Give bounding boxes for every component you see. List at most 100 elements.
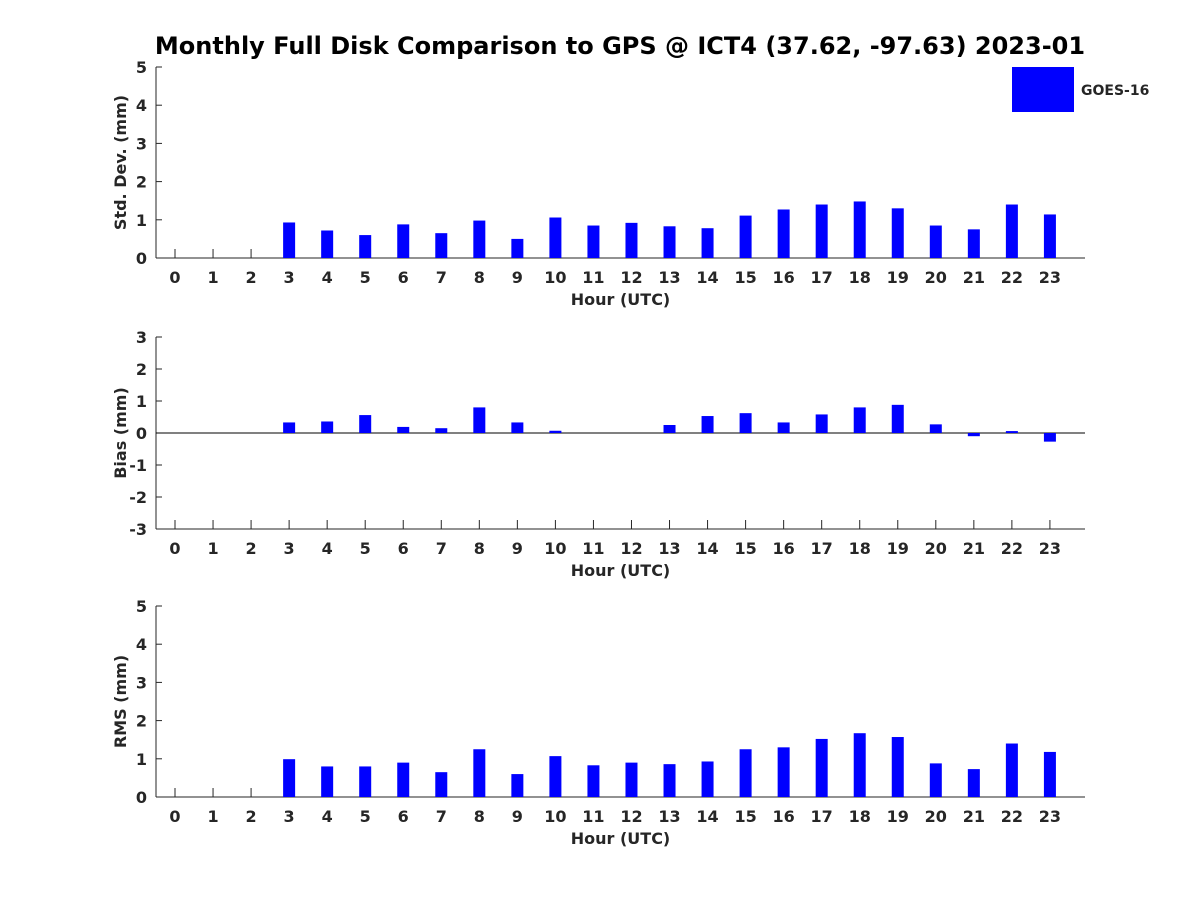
x-tick-label: 14 <box>696 268 718 287</box>
bar-hour-23 <box>1043 433 1056 442</box>
y-tick-label: 2 <box>136 712 147 731</box>
y-tick-label: 1 <box>136 392 147 411</box>
y-tick-label: 2 <box>136 360 147 379</box>
bar-hour-19 <box>891 404 904 433</box>
x-tick-label: 11 <box>582 807 604 826</box>
bar-hour-21 <box>967 769 980 797</box>
x-tick-label: 12 <box>620 807 642 826</box>
y-tick-label: 3 <box>136 673 147 692</box>
x-tick-label: 10 <box>544 268 566 287</box>
x-tick-label: 12 <box>620 268 642 287</box>
bar-hour-9 <box>511 238 524 258</box>
x-tick-label: 5 <box>360 539 371 558</box>
x-tick-label: 13 <box>658 807 680 826</box>
bar-hour-16 <box>777 422 790 433</box>
bar-hour-6 <box>397 762 410 797</box>
y-axis-label: Std. Dev. (mm) <box>111 95 130 230</box>
bar-hour-3 <box>283 422 296 433</box>
x-tick-label: 4 <box>322 268 333 287</box>
x-axis-label: Hour (UTC) <box>571 561 671 580</box>
y-tick-label: 0 <box>136 424 147 443</box>
bar-hour-23 <box>1043 751 1056 797</box>
x-axis-label: Hour (UTC) <box>571 829 671 848</box>
x-tick-label: 7 <box>436 268 447 287</box>
x-tick-label: 15 <box>734 268 756 287</box>
y-tick-label: -1 <box>129 456 147 475</box>
x-tick-label: 14 <box>696 539 718 558</box>
bar-hour-20 <box>929 763 942 797</box>
y-tick-label: 3 <box>136 134 147 153</box>
x-tick-label: 5 <box>360 268 371 287</box>
y-tick-label: 4 <box>136 635 147 654</box>
x-tick-label: 15 <box>734 807 756 826</box>
bar-hour-7 <box>435 428 448 433</box>
bar-hour-21 <box>967 433 980 437</box>
x-tick-label: 9 <box>512 807 523 826</box>
legend: GOES-16 <box>1012 67 1149 112</box>
x-tick-label: 22 <box>1001 807 1023 826</box>
bar-hour-10 <box>549 217 562 258</box>
x-tick-label: 4 <box>322 807 333 826</box>
x-tick-label: 20 <box>925 807 947 826</box>
y-tick-label: 5 <box>136 597 147 616</box>
bar-hour-5 <box>359 415 372 433</box>
bar-hour-10 <box>549 430 562 433</box>
x-tick-label: 9 <box>512 268 523 287</box>
x-tick-label: 8 <box>474 268 485 287</box>
x-tick-label: 3 <box>284 539 295 558</box>
bar-hour-6 <box>397 224 410 258</box>
bar-hour-23 <box>1043 214 1056 258</box>
x-tick-label: 22 <box>1001 268 1023 287</box>
x-tick-label: 21 <box>963 539 985 558</box>
x-tick-label: 0 <box>169 807 180 826</box>
bar-hour-20 <box>929 225 942 258</box>
x-tick-label: 16 <box>773 539 795 558</box>
x-tick-label: 5 <box>360 807 371 826</box>
bar-hour-9 <box>511 774 524 797</box>
x-tick-label: 3 <box>284 268 295 287</box>
x-tick-label: 16 <box>773 268 795 287</box>
bar-hour-13 <box>663 425 676 433</box>
bar-hour-8 <box>473 220 486 258</box>
bar-hour-18 <box>853 407 866 433</box>
x-tick-label: 19 <box>887 807 909 826</box>
x-tick-label: 7 <box>436 807 447 826</box>
bar-hour-4 <box>321 766 334 797</box>
x-tick-label: 10 <box>544 807 566 826</box>
chart-title: Monthly Full Disk Comparison to GPS @ IC… <box>155 32 1085 60</box>
x-tick-label: 18 <box>849 807 871 826</box>
x-tick-label: 8 <box>474 807 485 826</box>
y-tick-label: 4 <box>136 96 147 115</box>
bar-hour-8 <box>473 407 486 433</box>
bar-hour-14 <box>701 416 714 433</box>
bar-hour-22 <box>1005 743 1018 797</box>
x-tick-label: 15 <box>734 539 756 558</box>
bar-hour-5 <box>359 235 372 258</box>
bar-hour-17 <box>815 414 828 433</box>
bar-hour-11 <box>587 765 600 797</box>
bar-hour-13 <box>663 764 676 797</box>
bar-hour-18 <box>853 201 866 258</box>
x-tick-label: 17 <box>811 268 833 287</box>
bar-hour-12 <box>625 762 638 797</box>
bar-hour-10 <box>549 756 562 797</box>
bar-hour-15 <box>739 215 752 258</box>
bar-hour-3 <box>283 222 296 258</box>
y-tick-label: 0 <box>136 249 147 268</box>
x-tick-label: 23 <box>1039 268 1061 287</box>
x-tick-label: 13 <box>658 539 680 558</box>
x-tick-label: 21 <box>963 268 985 287</box>
x-tick-label: 1 <box>207 268 218 287</box>
x-tick-label: 9 <box>512 539 523 558</box>
legend-label: GOES-16 <box>1081 83 1149 99</box>
bar-hour-7 <box>435 233 448 258</box>
y-tick-label: -3 <box>129 520 147 539</box>
bar-hour-15 <box>739 749 752 797</box>
bar-hour-21 <box>967 229 980 258</box>
x-tick-label: 4 <box>322 539 333 558</box>
y-tick-label: 1 <box>136 750 147 769</box>
